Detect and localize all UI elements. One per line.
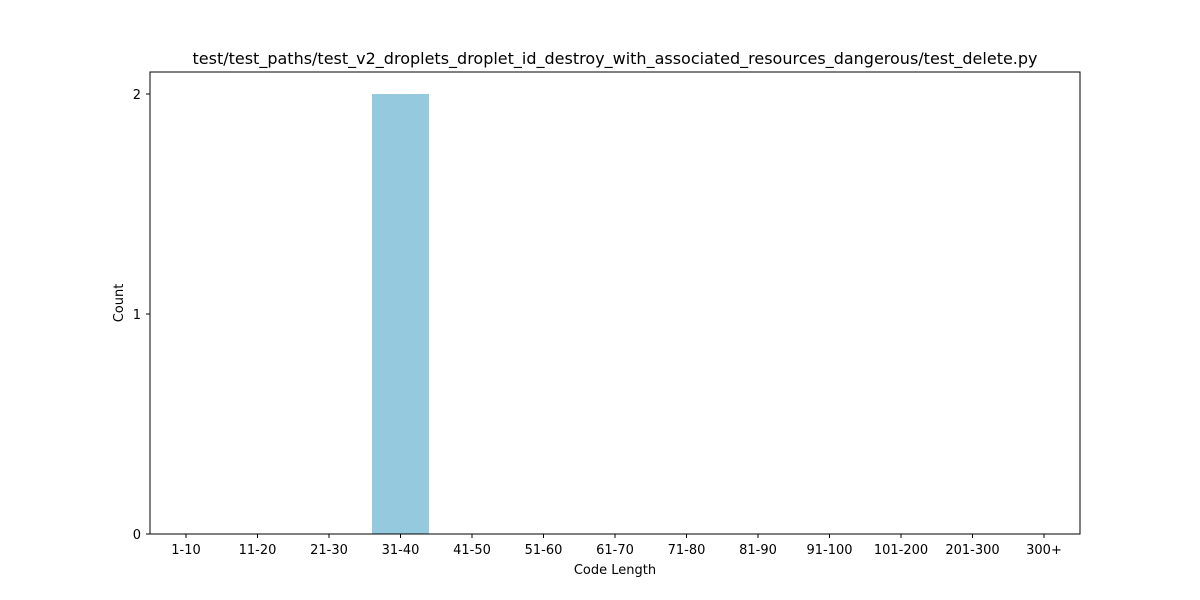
plot-frame — [149, 71, 1081, 535]
x-tick-label: 91-100 — [806, 543, 852, 558]
x-ticks-group: 1-10 11-20 21-30 31-40 41-50 51-60 61-70 71-80 8… — [171, 534, 1062, 558]
x-tick-label: 51-60 — [525, 543, 563, 558]
y-ticks-group: 0 1 2 — [133, 88, 150, 543]
x-tick-label: 41-50 — [453, 543, 491, 558]
chart-title: test/test_paths/test_v2_droplets_droplet… — [192, 49, 1037, 69]
x-tick-label: 1-10 — [171, 543, 201, 558]
y-tick-label: 0 — [133, 528, 141, 543]
y-tick-label: 2 — [133, 88, 141, 103]
y-axis-label: Count — [112, 284, 127, 323]
x-tick-label: 201-300 — [945, 543, 999, 558]
bar-31-40 — [372, 94, 429, 534]
x-tick-label: 300+ — [1026, 543, 1062, 558]
y-tick-label: 1 — [133, 308, 141, 323]
x-tick-label: 101-200 — [874, 543, 928, 558]
x-tick-label: 11-20 — [239, 543, 277, 558]
x-tick-label: 81-90 — [739, 543, 777, 558]
x-tick-label: 61-70 — [596, 543, 634, 558]
x-tick-label: 71-80 — [668, 543, 706, 558]
x-axis-label: Code Length — [574, 563, 656, 578]
x-tick-label: 31-40 — [382, 543, 420, 558]
x-tick-label: 21-30 — [310, 543, 348, 558]
bars-group — [372, 94, 429, 534]
